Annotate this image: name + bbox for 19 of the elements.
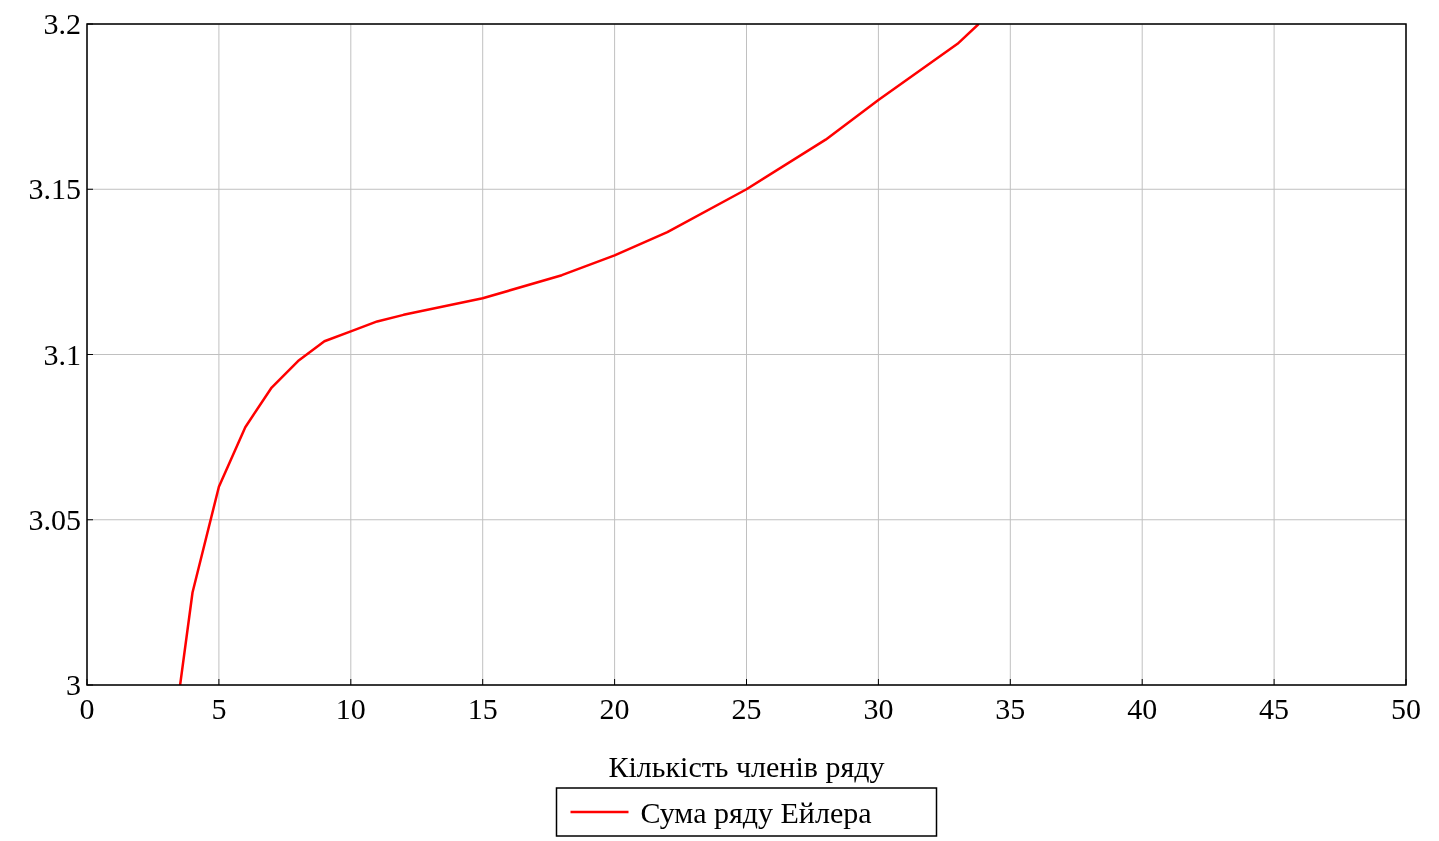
- x-tick-label: 40: [1127, 692, 1158, 725]
- x-tick-label: 35: [995, 692, 1026, 725]
- line-series: [178, 24, 980, 685]
- x-tick-label: 25: [731, 692, 762, 725]
- legend-label: Сума ряду Ейлера: [640, 796, 872, 829]
- x-tick-label: 0: [79, 692, 95, 725]
- x-tick-label: 5: [211, 692, 227, 725]
- x-tick-label: 50: [1391, 692, 1421, 725]
- y-tick-label: 3.1: [43, 337, 81, 371]
- x-tick-label: 10: [335, 692, 366, 725]
- y-tick-label: 3.05: [28, 502, 81, 536]
- x-tick-label: 15: [467, 692, 498, 725]
- y-tick-label: 3: [66, 668, 81, 701]
- y-tick-label: 3.15: [28, 172, 81, 206]
- x-tick-label: 20: [599, 692, 630, 725]
- x-axis-title: Кількість членів ряду: [608, 750, 885, 783]
- y-tick-label: 3.2: [43, 7, 81, 40]
- x-tick-label: 45: [1259, 692, 1290, 725]
- x-tick-label: 30: [863, 692, 894, 725]
